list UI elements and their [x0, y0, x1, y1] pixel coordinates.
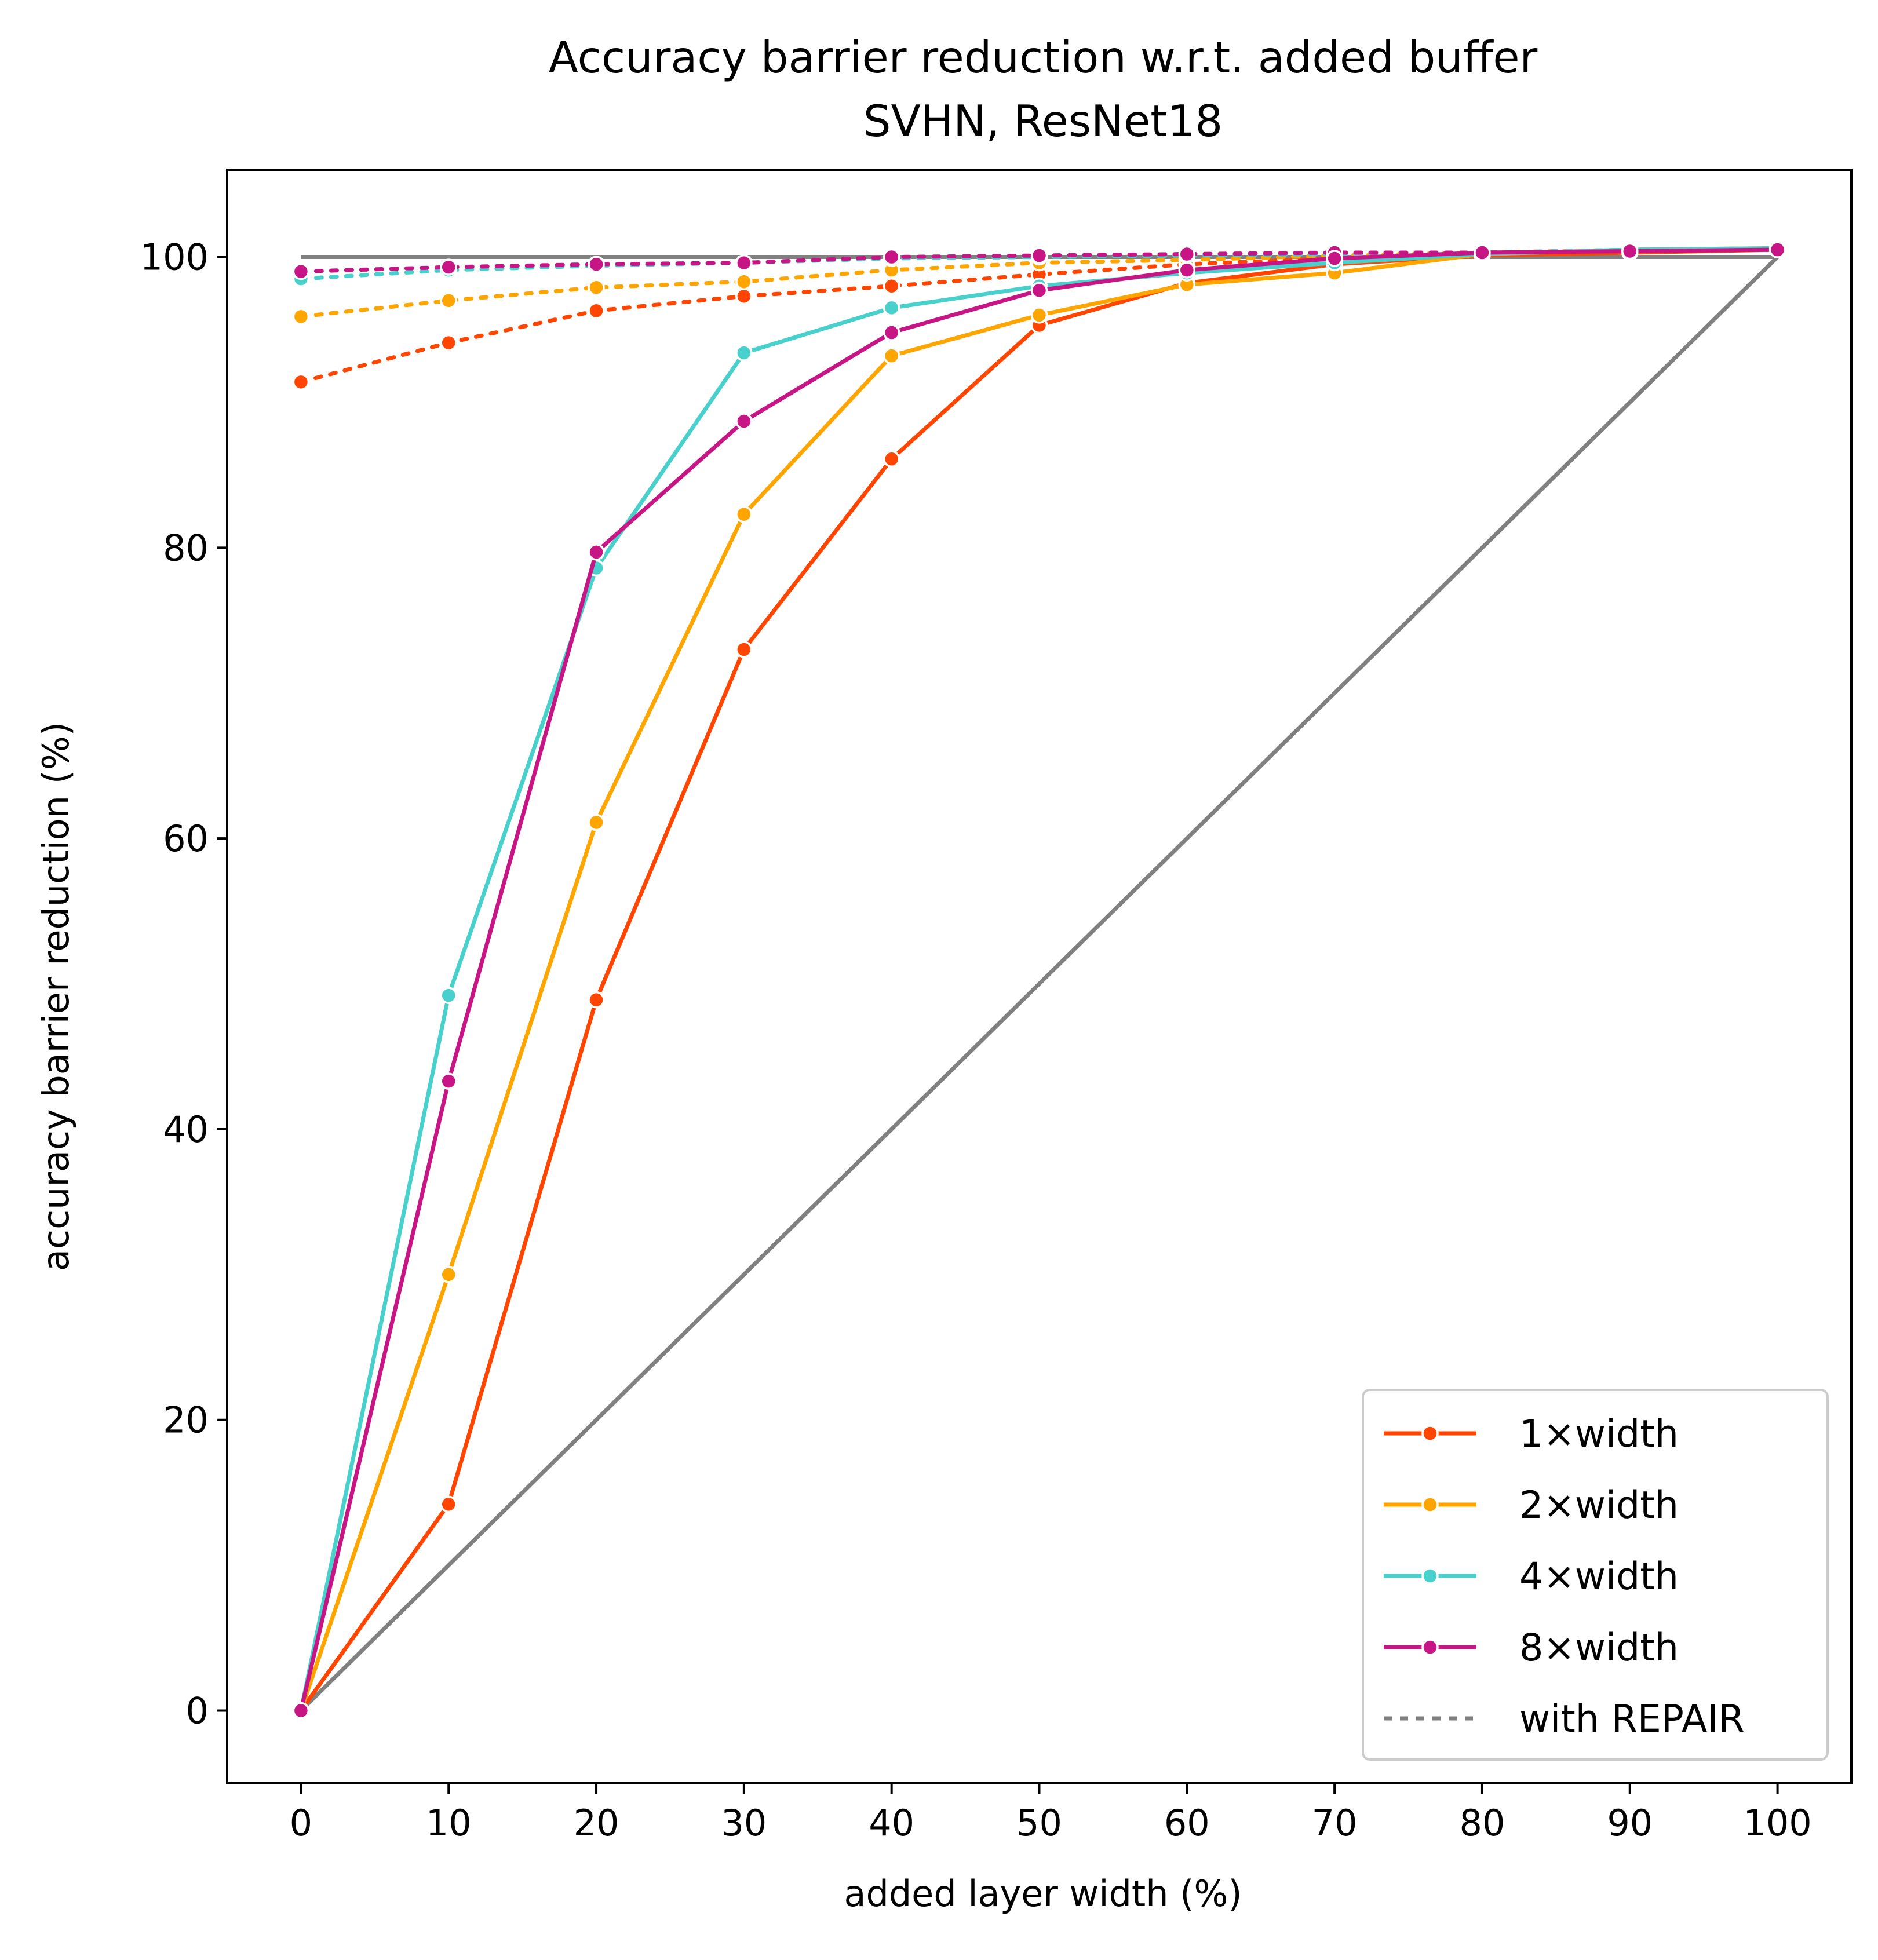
data-point	[1178, 245, 1196, 263]
data-point	[440, 292, 457, 309]
legend-entry: 8×width	[1384, 1626, 1679, 1670]
legend-marker	[1421, 1425, 1439, 1442]
data-point	[588, 302, 605, 320]
data-point	[1768, 241, 1786, 258]
data-point	[440, 987, 457, 1004]
y-tick-label: 60	[163, 817, 209, 860]
legend-marker	[1421, 1567, 1439, 1585]
data-point	[735, 273, 753, 290]
data-point	[1621, 242, 1639, 260]
legend-entry: 2×width	[1384, 1484, 1679, 1527]
x-tick-label: 70	[1312, 1802, 1358, 1844]
legend-entry: with REPAIR	[1384, 1698, 1745, 1741]
y-tick-label: 40	[163, 1108, 209, 1151]
data-point	[292, 1702, 310, 1720]
x-tick-label: 10	[426, 1802, 472, 1844]
data-point	[883, 347, 900, 364]
legend-label: 8×width	[1519, 1626, 1679, 1670]
legend-label: 1×width	[1519, 1412, 1679, 1456]
data-point	[292, 373, 310, 391]
x-tick-label: 80	[1460, 1802, 1505, 1844]
legend-marker	[1421, 1638, 1439, 1656]
legend-entry: 1×width	[1384, 1412, 1679, 1456]
plot-area	[292, 239, 1786, 1720]
x-tick-label: 100	[1743, 1802, 1811, 1844]
x-tick-label: 20	[574, 1802, 619, 1844]
y-tick-label: 0	[186, 1690, 209, 1732]
x-axis-label: added layer width (%)	[844, 1873, 1242, 1915]
data-point	[440, 1266, 457, 1283]
data-point	[440, 258, 457, 276]
data-point	[292, 308, 310, 326]
data-point	[883, 450, 900, 468]
data-point	[1326, 250, 1343, 267]
data-point	[735, 344, 753, 362]
x-tick-label: 60	[1164, 1802, 1210, 1844]
chart-title: Accuracy barrier reduction w.r.t. added …	[549, 32, 1538, 83]
x-tick-label: 30	[721, 1802, 767, 1844]
data-point	[588, 991, 605, 1009]
axes: 0 10 20 30 40 50 60 70 80 90 100 0 20 40 60 80 100	[140, 169, 1853, 1844]
data-point	[440, 334, 457, 352]
data-point	[440, 1072, 457, 1090]
data-point	[440, 1495, 457, 1513]
legend-entry: 4×width	[1384, 1555, 1679, 1598]
data-point	[883, 324, 900, 341]
data-point	[588, 256, 605, 273]
data-point	[1030, 306, 1048, 324]
x-tick-label: 40	[869, 1802, 914, 1844]
legend-label: 2×width	[1519, 1484, 1679, 1527]
data-point	[588, 279, 605, 296]
data-point	[1030, 282, 1048, 299]
x-tick-label: 0	[290, 1802, 312, 1844]
x-tick-label: 90	[1607, 1802, 1653, 1844]
data-point	[292, 262, 310, 280]
legend-marker	[1421, 1496, 1439, 1513]
data-point	[735, 505, 753, 523]
legend: 1×width 2×width 4×width 8×width with REPAIR	[1362, 1389, 1829, 1761]
data-point	[883, 277, 900, 295]
y-axis-label: accuracy barrier reduction (%)	[35, 722, 77, 1271]
data-point	[735, 254, 753, 272]
data-point	[1474, 244, 1491, 261]
data-point	[1030, 247, 1048, 264]
data-point	[735, 287, 753, 305]
data-point	[1178, 261, 1196, 279]
y-tick-label: 80	[163, 527, 209, 569]
data-point	[735, 641, 753, 658]
data-point	[588, 543, 605, 561]
legend-label: 4×width	[1519, 1555, 1679, 1598]
y-tick-label: 20	[163, 1399, 209, 1441]
chart-subtitle: SVHN, ResNet18	[863, 96, 1223, 147]
reference-line-diagonal	[299, 256, 1779, 1713]
legend-label: with REPAIR	[1519, 1698, 1745, 1741]
legend-box	[1362, 1389, 1829, 1761]
x-tick-label: 50	[1016, 1802, 1062, 1844]
data-point	[588, 813, 605, 831]
data-point	[883, 299, 900, 317]
data-point	[735, 413, 753, 430]
series-3-solid	[292, 241, 1786, 1720]
y-tick-label: 100	[140, 236, 209, 279]
data-point	[883, 248, 900, 266]
